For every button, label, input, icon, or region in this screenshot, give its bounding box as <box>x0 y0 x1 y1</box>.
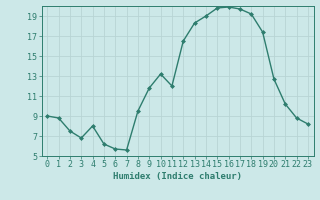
X-axis label: Humidex (Indice chaleur): Humidex (Indice chaleur) <box>113 172 242 181</box>
